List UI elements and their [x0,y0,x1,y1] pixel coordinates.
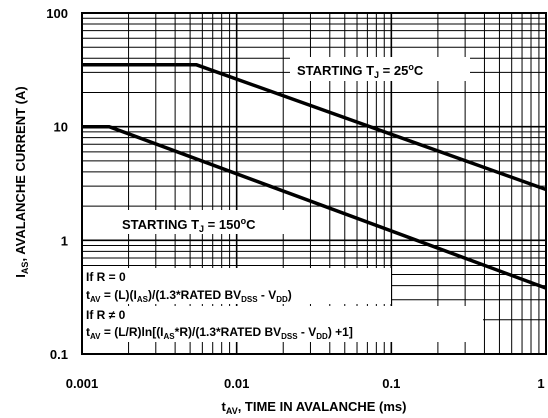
annotation-150c-c: = 150 [204,217,241,232]
y-axis-label-rest: , AVALANCHE CURRENT (A) [13,86,28,261]
annotation-25c-b: J [374,70,379,80]
series-line-25c [82,63,547,192]
annotation-150c-b: J [199,224,204,234]
annotation-150c-a: STARTING T [122,217,199,232]
eq2-i: ) [288,288,292,302]
x-axis-label-rest: , TIME IN AVALANCHE (ms) [238,399,407,414]
annotation-25c-a: STARTING T [297,63,374,78]
y-tick-label: 100 [46,6,68,21]
eq4-f: DSS [281,332,298,341]
plot-frame [81,12,547,355]
eq4-g: - V [298,325,317,339]
equation-rn0: tAV = (L/R)ln[(IAS*R)/(1.3*RATED BVDSS -… [86,325,353,341]
x-tick-label: 0.1 [382,376,400,391]
x-tick-label: 0.001 [66,376,99,391]
eq2-b: AV [90,295,101,304]
x-axis-label: tAV, TIME IN AVALANCHE (ms) [222,399,407,416]
y-axis-label: IAS, AVALANCHE CURRENT (A) [13,86,30,277]
equation-box-1 [83,268,391,304]
eq2-d: AS [137,295,149,304]
x-axis-label-main: t [222,399,227,414]
equation-box-2 [83,306,483,342]
eq2-h: DD [276,295,288,304]
x-tick-labels: 0.001 0.01 0.1 1 [66,376,545,391]
x-axis-label-sub: AV [226,406,238,416]
eq4-b: AV [90,332,101,341]
annotation-25c-e: C [414,63,424,78]
eq2-g: - V [258,288,277,302]
annotation-150c: STARTING TJ = 150oC [122,216,256,234]
x-tick-label: 0.01 [224,376,249,391]
eq4-e: *R)/(1.3*RATED BV [175,325,281,339]
eq2-f: DSS [241,295,258,304]
annotation-25c-c: = 25 [379,63,408,78]
annotation-150c-e: C [246,217,256,232]
y-tick-label: 10 [54,120,68,135]
annotation-150c-d: o [241,216,247,226]
eq4-d: AS [164,332,176,341]
y-tick-label: 0.1 [50,347,68,362]
eq4-i: ) +1] [328,325,353,339]
series-lines [82,63,547,290]
y-axis-label-sub: AS [20,262,30,275]
annotation-25c: STARTING TJ = 25oC [297,62,424,80]
eq4-a: t [86,325,90,339]
eq4-c: = (L/R)ln[(I [101,325,164,339]
series-line-150c [82,124,547,290]
annotation-box-25c [290,57,470,81]
annotation-box-150c [115,210,300,234]
y-tick-label: 1 [61,233,68,248]
y-tick-labels: 100 10 1 0.1 [46,6,68,362]
eq4-h: DD [316,332,328,341]
eq2-e: )/(1.3*RATED BV [148,288,241,302]
x-tick-label: 1 [537,376,544,391]
eq2-c: = (L)(I [101,288,137,302]
equation-rn0-label: If R ≠ 0 [86,308,126,322]
equation-r0: tAV = (L)(IAS)/(1.3*RATED BVDSS - VDD) [86,288,292,304]
eq2-a: t [86,288,90,302]
y-axis-label-main: I [13,274,28,278]
equation-r0-label: If R = 0 [86,270,126,284]
annotation-25c-d: o [408,62,414,72]
